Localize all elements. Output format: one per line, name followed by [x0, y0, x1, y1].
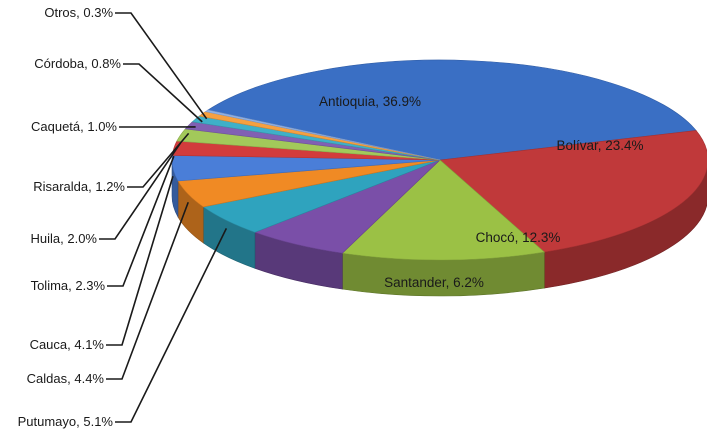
slice-label-otros: Otros, 0.3%: [44, 5, 113, 20]
slice-label-bolivar: Bolívar, 23.4%: [556, 138, 643, 153]
slice-choco: [341, 159, 546, 261]
slice-antioquia: [207, 59, 697, 161]
leader-line-cordoba: [123, 63, 203, 123]
slice-labels: Antioquia, 36.9% Bolívar, 23.4% Chocó, 12.…: [18, 5, 644, 429]
slice-label-caldas: Caldas, 4.4%: [27, 371, 105, 386]
slice-otros: [204, 109, 441, 161]
slice-label-risaralda: Risaralda, 1.2%: [33, 179, 125, 194]
slice-label-santander: Santander, 6.2%: [384, 275, 484, 290]
leader-line-putumayo: [115, 228, 228, 423]
leader-line-huila: [99, 142, 182, 240]
leader-line-risaralda: [127, 132, 190, 188]
slice-bolivar: [439, 130, 707, 253]
pie-sides: [171, 159, 707, 297]
leader-line-otros: [115, 12, 208, 120]
slice-label-putumayo: Putumayo, 5.1%: [18, 414, 114, 429]
slice-label-cordoba: Córdoba, 0.8%: [34, 56, 121, 71]
slice-label-tolima: Tolima, 2.3%: [31, 278, 106, 293]
leader-line-caldas: [106, 201, 189, 380]
leader-line-tolima: [107, 155, 175, 287]
slice-label-choco: Chocó, 12.3%: [476, 230, 561, 245]
slice-label-antioquia: Antioquia, 36.9%: [319, 94, 421, 109]
slice-label-caqueta: Caquetá, 1.0%: [31, 119, 117, 134]
slice-label-huila: Huila, 2.0%: [31, 231, 98, 246]
leader-lines: [99, 12, 228, 423]
pie-slices: [171, 59, 707, 261]
leader-line-cauca: [106, 176, 174, 346]
slice-label-cauca: Cauca, 4.1%: [30, 337, 105, 352]
